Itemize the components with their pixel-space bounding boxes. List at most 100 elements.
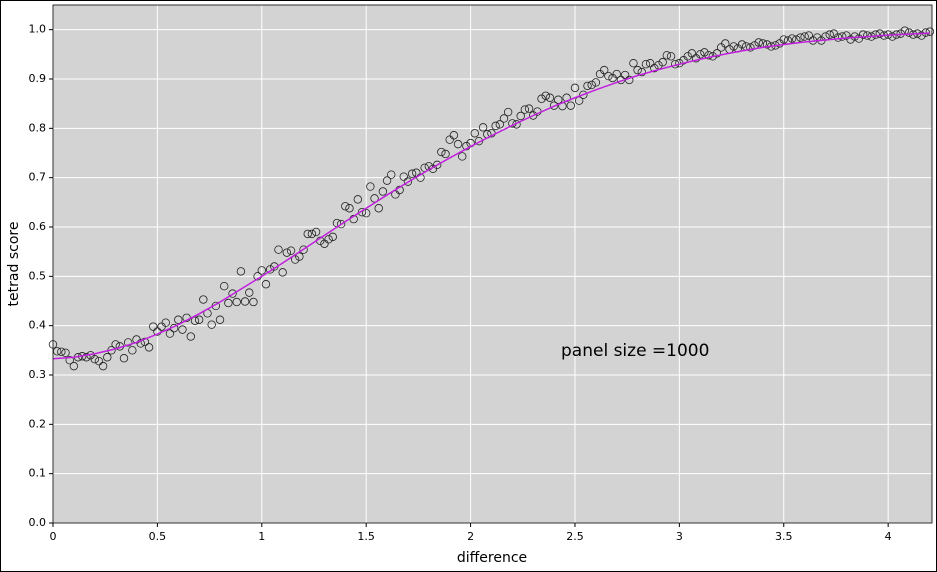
point [762,40,772,49]
point [779,35,788,44]
y-tick-label: 0.8 [29,121,47,134]
point [491,121,500,131]
plot-background [53,5,932,523]
point [345,204,354,213]
point [833,33,843,42]
point [629,59,638,68]
point [441,149,450,159]
point [800,32,809,41]
point [641,59,651,69]
y-tick-label: 0.5 [29,269,47,282]
point [94,356,104,366]
point [754,38,763,47]
point [846,35,855,44]
point [320,239,329,248]
point [174,315,183,324]
point [232,297,241,307]
annotation: panel size =1000 [561,341,709,361]
point [366,182,375,191]
fit-line [52,32,930,360]
point [904,28,914,37]
y-tick-label: 1.0 [29,23,47,36]
x-tick-label: 3.5 [775,530,793,543]
point [524,104,534,113]
point [128,346,137,355]
y-tick-label: 0.1 [29,467,47,480]
point [545,93,555,102]
point [520,105,530,114]
point [888,32,897,41]
point [875,29,885,38]
point [737,40,747,49]
point [123,338,133,347]
point [662,51,672,60]
point [787,34,797,43]
point [136,339,145,348]
point [445,135,454,144]
point [696,50,705,59]
point [282,248,292,257]
y-tick-label: 0.7 [29,171,47,184]
point [407,169,417,178]
point [140,337,150,347]
point [257,266,266,275]
y-tick-label: 0.9 [29,72,47,85]
point [353,195,363,204]
point [516,111,525,121]
point [470,129,479,138]
point [103,353,112,362]
point [236,267,246,276]
point [633,65,642,75]
point [98,361,108,371]
point [194,315,204,324]
x-tick-label: 1 [258,530,265,543]
x-tick-label: 3 [676,530,683,543]
point [604,71,613,81]
point [541,91,550,100]
point [290,255,300,264]
point [82,353,91,362]
point [704,51,713,60]
point [537,94,546,103]
point [474,136,484,146]
point [224,298,233,308]
point [378,187,388,196]
point [186,332,196,341]
point [549,101,559,110]
plot-area [48,5,935,524]
point [178,325,187,334]
point [240,297,250,306]
point [357,207,367,217]
point [721,39,730,48]
y-axis-label: tetrad score [6,222,22,307]
point [566,101,575,110]
point [215,315,225,324]
point [286,246,296,255]
point [65,356,74,365]
point [324,235,333,244]
point [307,229,317,239]
point [729,42,738,51]
point [328,232,337,242]
point [687,49,697,58]
point [495,120,505,129]
point [825,30,834,39]
x-tick-label: 4 [885,530,892,543]
point [144,343,154,352]
point [207,320,216,329]
x-tick-label: 1.5 [357,530,375,543]
point [746,43,755,52]
point [858,30,868,39]
point [61,348,70,357]
point [838,32,847,41]
point [499,114,509,123]
point [917,31,926,40]
point [274,245,283,254]
x-tick-label: 0 [50,530,57,543]
point [612,69,621,79]
point [374,204,383,213]
point [199,295,208,304]
point [311,227,321,237]
point [149,322,158,331]
point [645,59,655,68]
